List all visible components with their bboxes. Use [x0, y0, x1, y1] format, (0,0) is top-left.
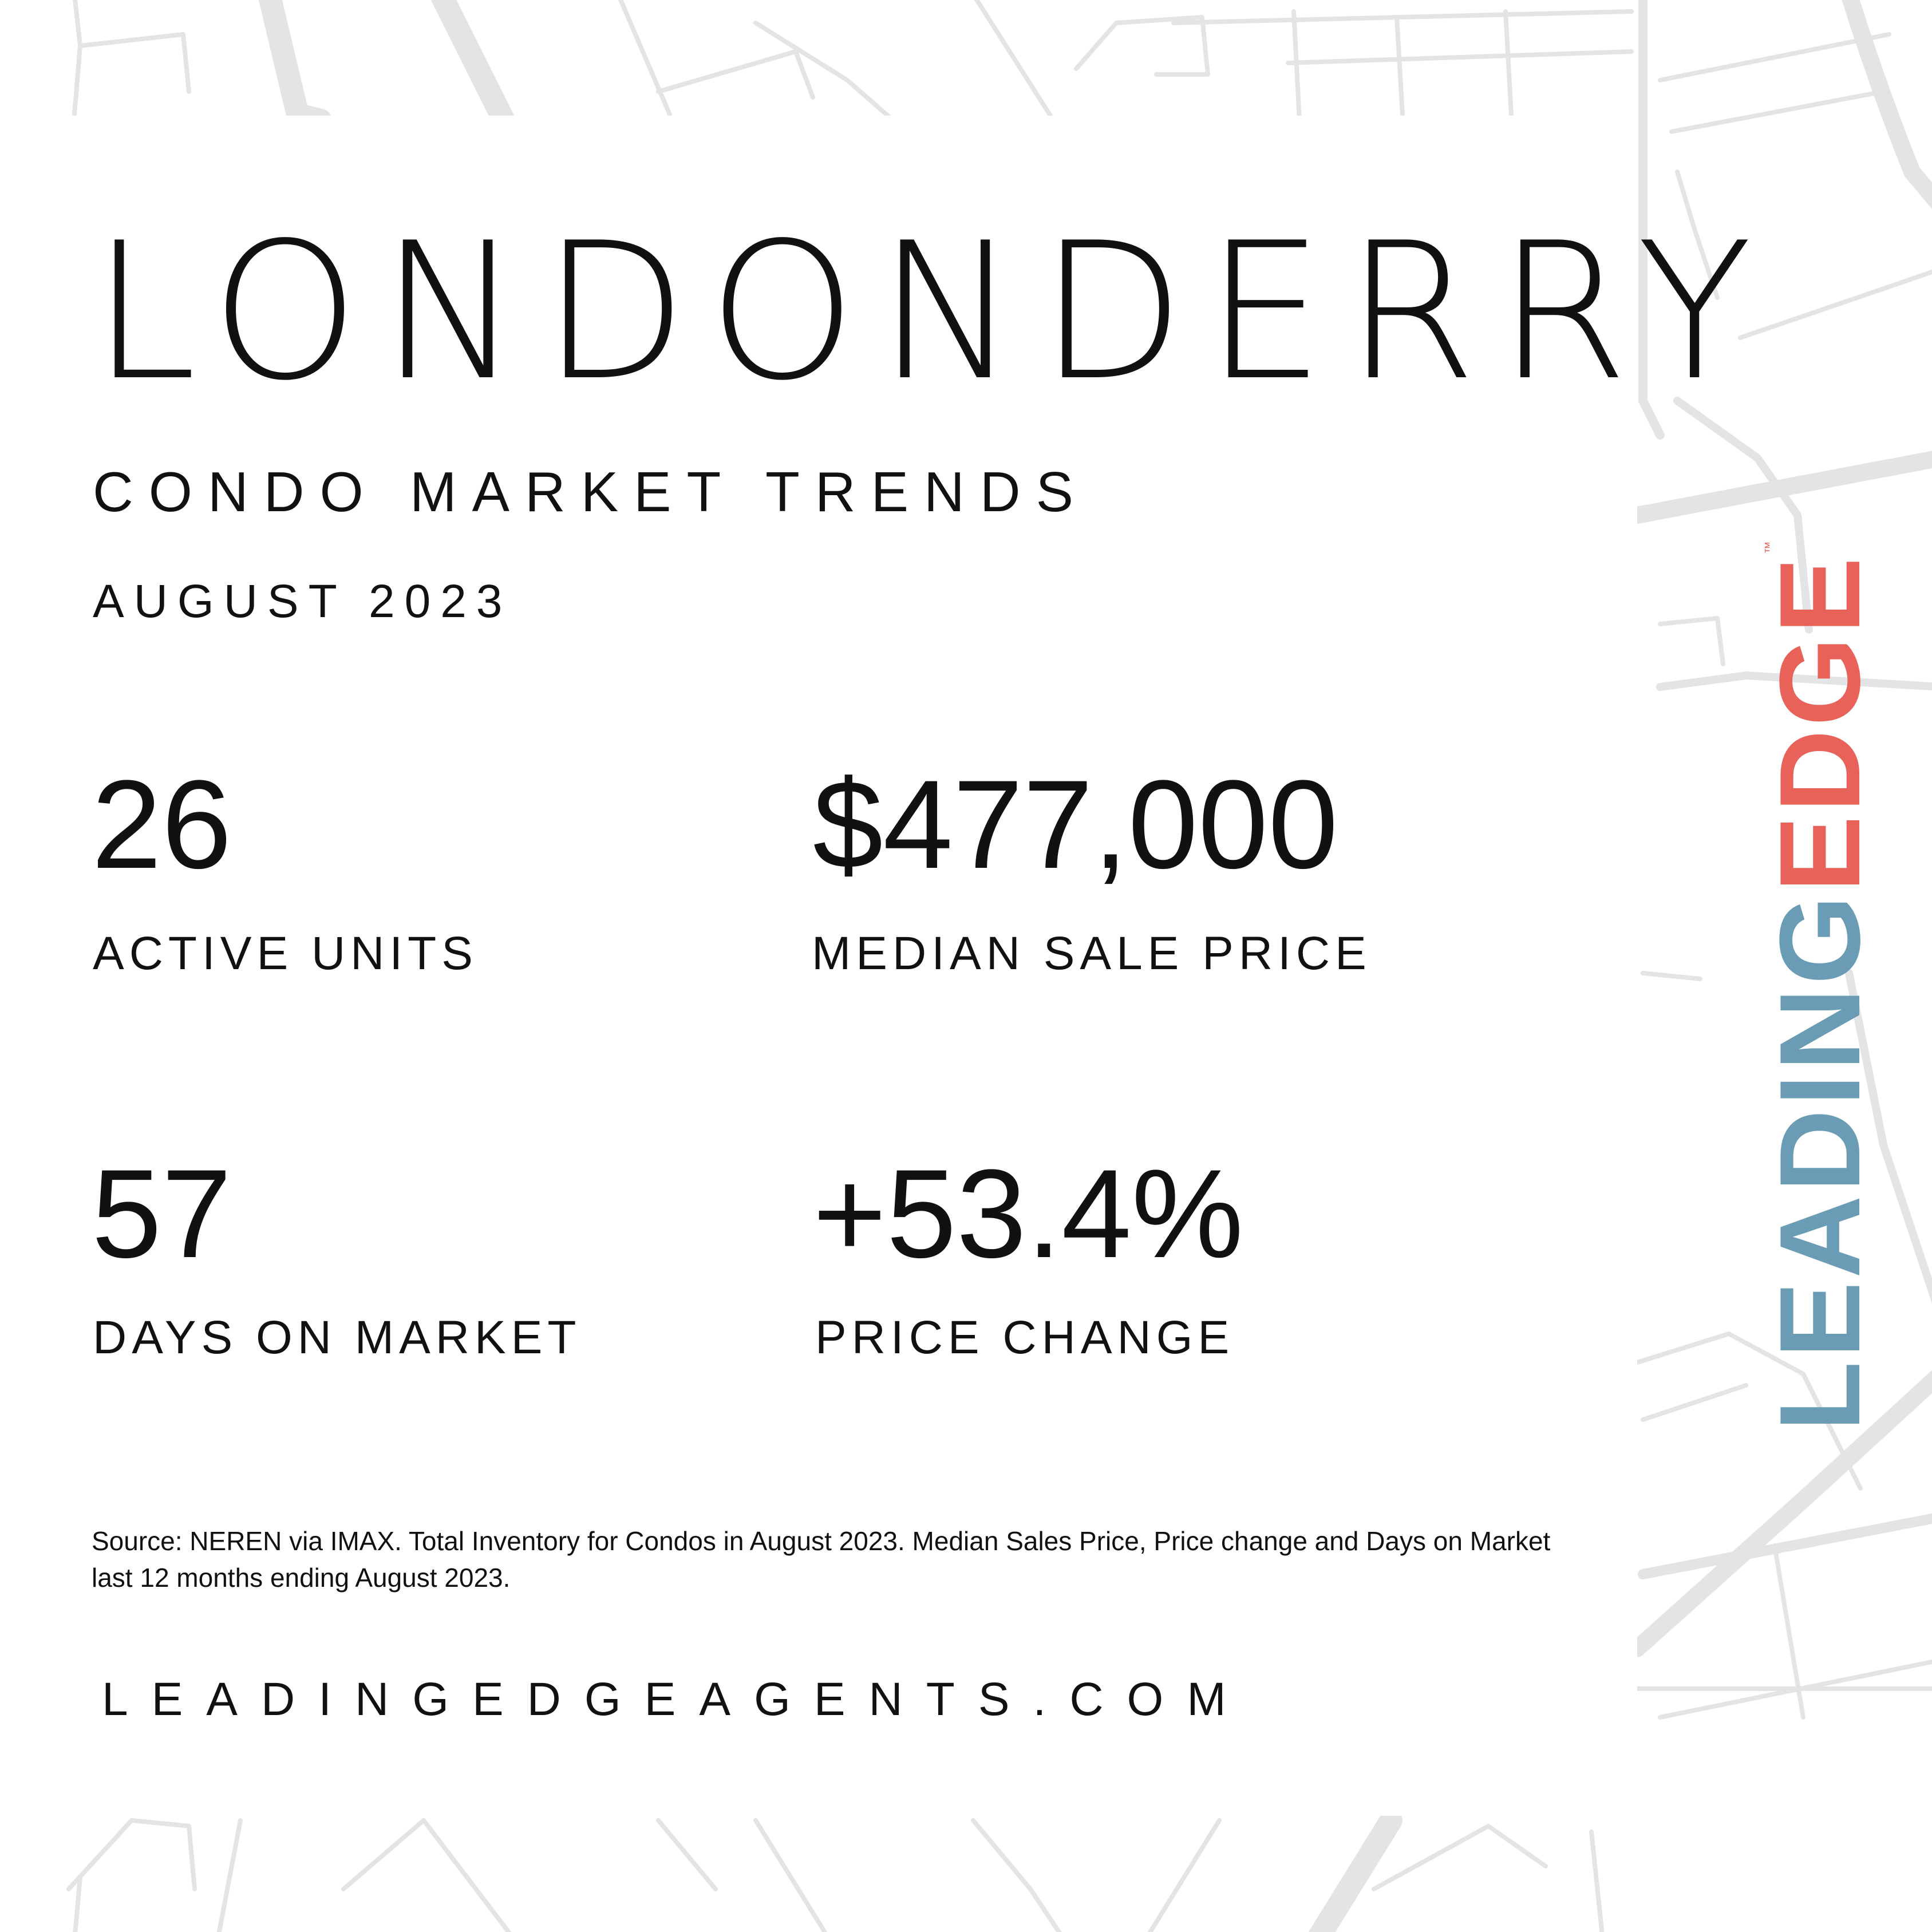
website-url[interactable]: LEADINGEDGEAGENTS.COM [102, 1673, 1250, 1725]
source-note: Source: NEREN via IMAX. Total Inventory … [92, 1526, 1551, 1593]
logo-word-leading: LEADING [1756, 892, 1884, 1432]
trademark-mark: ™ [1762, 538, 1776, 554]
report-date: AUGUST 2023 [93, 575, 512, 627]
city-title: LONDONDERRY [92, 202, 1773, 422]
price-change-label: PRICE CHANGE [815, 1311, 1235, 1364]
content-card [0, 116, 1637, 1816]
report-subtitle: CONDO MARKET TRENDS [93, 460, 1089, 523]
days-on-market-label: DAYS ON MARKET [93, 1311, 582, 1364]
days-on-market-value: 57 [92, 1143, 232, 1284]
logo-word-edge: EDGE [1756, 554, 1884, 892]
median-sale-price-value: $477,000 [813, 754, 1338, 895]
active-units-value: 26 [92, 754, 232, 895]
active-units-label: ACTIVE UNITS [93, 927, 478, 979]
leading-edge-logo: LEADINGEDGE™ [1756, 538, 1884, 1432]
median-sale-price-label: MEDIAN SALE PRICE [812, 927, 1372, 979]
price-change-value: +53.4% [813, 1143, 1244, 1284]
